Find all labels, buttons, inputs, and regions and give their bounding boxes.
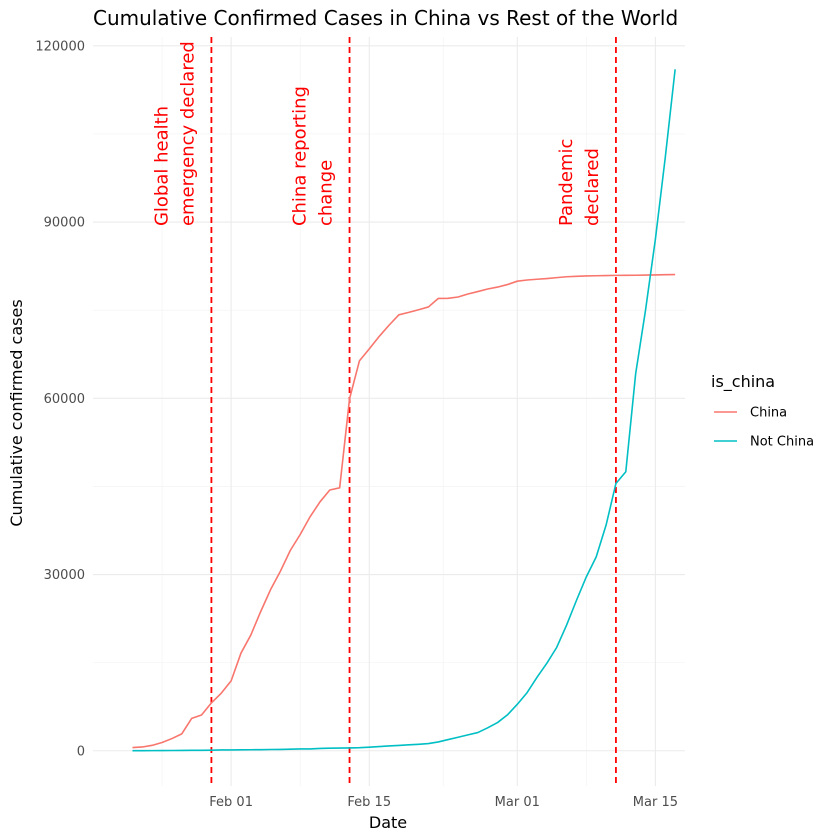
event-annotation-text: change	[316, 160, 337, 226]
y-tick-label: 90000	[44, 216, 85, 231]
y-tick-label: 120000	[35, 39, 85, 54]
major-gridlines	[93, 37, 685, 786]
chart-title: Cumulative Confirmed Cases in China vs R…	[93, 6, 678, 30]
series-line-china	[132, 273, 676, 749]
event-lines	[210, 37, 617, 786]
x-axis-ticks: Feb 01 Feb 15 Mar 01 Mar 15	[209, 795, 678, 810]
minor-gridlines	[93, 37, 685, 786]
y-tick-label: 30000	[44, 568, 85, 583]
legend-items: China Not China	[714, 406, 814, 450]
x-tick-label: Mar 15	[633, 795, 678, 810]
event-annotation-text: Global health	[151, 106, 172, 226]
legend-label: Not China	[750, 435, 814, 450]
legend: is_china China Not China	[711, 372, 814, 450]
y-tick-label: 60000	[44, 392, 85, 407]
x-tick-label: Mar 01	[495, 795, 540, 810]
event-annotation-text: China reporting	[290, 86, 311, 226]
legend-label: China	[750, 406, 787, 421]
y-axis-title: Cumulative confirmed cases	[7, 299, 26, 526]
y-axis-ticks: 0 30000 60000 90000 120000	[35, 39, 85, 759]
event-annotation-text: Pandemic	[556, 139, 577, 226]
x-axis-title: Date	[369, 813, 407, 832]
event-annotation-text: declared	[582, 148, 603, 226]
series-line-not-china	[132, 69, 676, 752]
event-annotation-text: emergency declared	[177, 41, 198, 226]
event-annotations: Global health emergency declared China rep…	[151, 41, 603, 226]
y-tick-label: 0	[77, 744, 85, 759]
x-tick-label: Feb 01	[209, 795, 253, 810]
series-lines	[132, 69, 676, 752]
x-tick-label: Feb 15	[347, 795, 391, 810]
legend-title: is_china	[711, 372, 775, 392]
